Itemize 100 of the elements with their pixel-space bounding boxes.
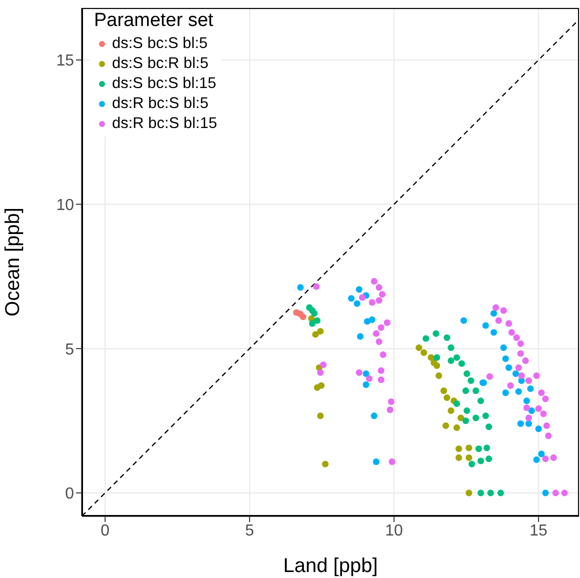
- point: [487, 490, 494, 496]
- point: [376, 284, 382, 291]
- point: [420, 349, 428, 356]
- point: [525, 414, 532, 422]
- point: [354, 300, 360, 307]
- point: [482, 412, 489, 420]
- point: [545, 432, 552, 440]
- point: [505, 364, 512, 371]
- point: [388, 458, 396, 466]
- point: [317, 369, 324, 376]
- x-tick-label: 5: [245, 522, 254, 540]
- point: [466, 490, 472, 496]
- point: [448, 344, 454, 352]
- point: [322, 460, 329, 468]
- point: [378, 291, 386, 298]
- point: [312, 331, 319, 338]
- point: [535, 405, 542, 412]
- point: [542, 396, 549, 402]
- point: [500, 307, 507, 314]
- point: [543, 422, 550, 429]
- point: [468, 460, 476, 468]
- point: [448, 357, 454, 364]
- y-tick-label: 5: [65, 341, 74, 358]
- point: [486, 424, 492, 430]
- legend-label: ds:R bc:S bl:15: [112, 115, 218, 133]
- point: [317, 328, 324, 335]
- point: [434, 354, 440, 361]
- point: [477, 490, 484, 496]
- point: [490, 329, 498, 336]
- point: [535, 426, 542, 432]
- point: [528, 407, 535, 414]
- point: [477, 458, 484, 464]
- point: [440, 387, 448, 394]
- point: [486, 373, 494, 380]
- point: [308, 320, 316, 327]
- point: [368, 299, 376, 306]
- point: [505, 320, 512, 327]
- point: [380, 351, 386, 358]
- point: [366, 375, 373, 382]
- point: [482, 322, 489, 329]
- point: [448, 407, 454, 414]
- point: [436, 372, 442, 380]
- point: [513, 334, 520, 341]
- point: [552, 490, 559, 496]
- point: [523, 404, 530, 412]
- point: [512, 370, 520, 377]
- point: [434, 362, 440, 369]
- point: [475, 445, 482, 452]
- point: [472, 414, 480, 422]
- point: [550, 454, 557, 461]
- point: [542, 456, 549, 462]
- point: [378, 367, 384, 374]
- legend-title: Parameter set: [94, 10, 214, 32]
- point: [444, 334, 450, 341]
- point: [370, 412, 378, 420]
- point: [466, 454, 472, 461]
- point: [533, 372, 540, 380]
- point: [318, 382, 325, 389]
- point: [422, 335, 430, 342]
- point: [460, 317, 468, 324]
- point: [540, 410, 547, 418]
- point: [356, 286, 362, 293]
- point: [508, 329, 515, 336]
- point: [320, 361, 327, 368]
- point: [466, 444, 472, 452]
- point: [525, 420, 532, 427]
- point: [527, 385, 534, 392]
- point: [300, 314, 306, 320]
- point: [500, 344, 507, 352]
- point: [384, 319, 390, 326]
- y-axis-title: Ocean [ppb]: [2, 208, 24, 316]
- point: [517, 350, 524, 357]
- point: [522, 357, 529, 364]
- x-tick-label: 0: [100, 522, 110, 540]
- point: [317, 412, 324, 420]
- point: [525, 377, 532, 384]
- point: [484, 444, 490, 452]
- point: [462, 387, 470, 394]
- point: [462, 417, 470, 424]
- point: [464, 370, 470, 377]
- point: [362, 381, 370, 388]
- point: [378, 324, 384, 331]
- point: [538, 389, 545, 396]
- x-axis-title: Land [ppb]: [283, 555, 378, 577]
- point: [378, 376, 384, 384]
- point: [376, 338, 382, 345]
- point: [472, 387, 480, 394]
- x-tick-label: 15: [530, 522, 548, 540]
- point: [386, 406, 394, 414]
- point: [517, 340, 524, 347]
- legend-label: ds:R bc:S bl:5: [112, 95, 208, 113]
- point: [372, 458, 380, 466]
- point: [453, 354, 460, 361]
- point: [444, 394, 450, 401]
- legend-label: ds:S bc:R bl:5: [112, 55, 208, 73]
- point: [477, 398, 484, 404]
- y-tick-label: 15: [56, 52, 74, 70]
- point: [495, 317, 502, 324]
- y-tick-label: 0: [65, 486, 74, 503]
- point: [356, 333, 364, 340]
